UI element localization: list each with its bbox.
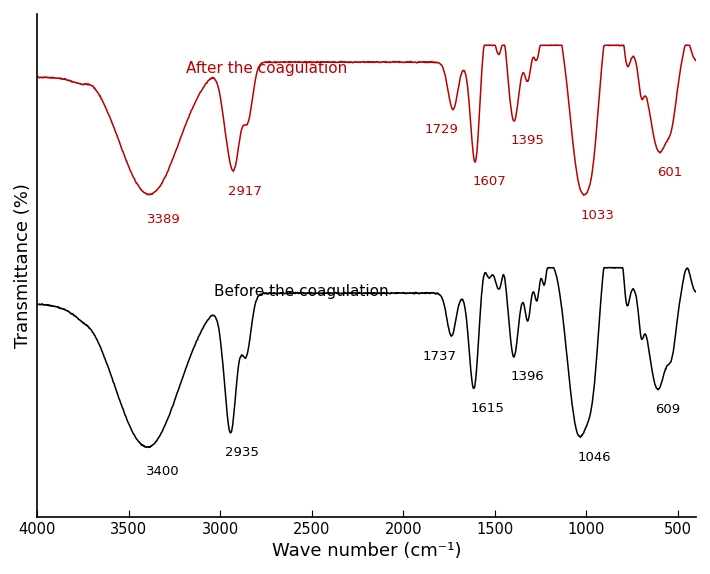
Text: Before the coagulation: Before the coagulation	[214, 284, 388, 298]
Text: 1395: 1395	[510, 134, 544, 148]
X-axis label: Wave number (cm⁻¹): Wave number (cm⁻¹)	[272, 542, 462, 560]
Text: 1033: 1033	[581, 208, 615, 222]
Text: 1737: 1737	[422, 350, 457, 363]
Text: 3400: 3400	[146, 466, 180, 478]
Y-axis label: Transmittance (%): Transmittance (%)	[14, 183, 32, 348]
Text: After the coagulation: After the coagulation	[185, 61, 346, 76]
Text: 2917: 2917	[228, 185, 262, 197]
Text: 1607: 1607	[472, 176, 506, 188]
Text: 1046: 1046	[577, 451, 611, 464]
Text: 1729: 1729	[425, 123, 459, 136]
Text: 3389: 3389	[147, 212, 181, 226]
Text: 601: 601	[657, 166, 682, 179]
Text: 1615: 1615	[471, 402, 505, 415]
Text: 2935: 2935	[225, 446, 259, 459]
Text: 1396: 1396	[510, 370, 544, 383]
Text: 609: 609	[655, 403, 680, 416]
